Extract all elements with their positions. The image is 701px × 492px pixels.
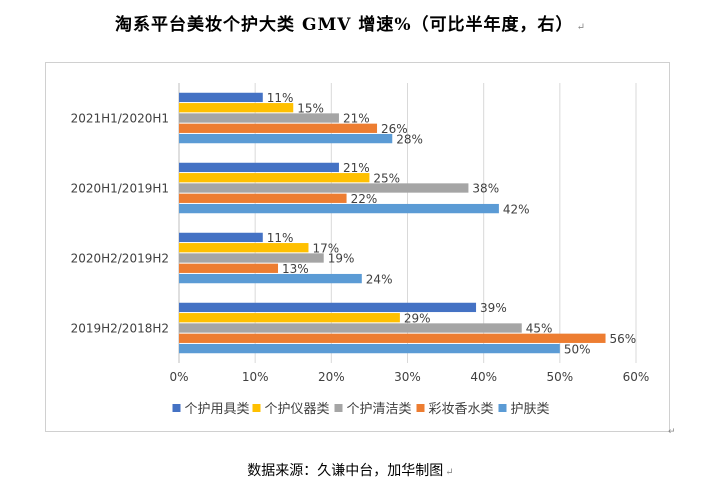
- data-label: 42%: [503, 202, 530, 216]
- data-label: 29%: [404, 311, 431, 325]
- legend-label: 护肤类: [511, 402, 550, 417]
- legend-label: 个护清洁类: [347, 402, 412, 417]
- return-mark-icon: ↵: [576, 22, 586, 33]
- chart-frame: 0% 10% 20% 30% 40% 50% 60% 2021H1/2020H1 11% 15% 2…: [45, 62, 670, 432]
- data-label: 15%: [297, 101, 324, 115]
- data-label: 11%: [267, 231, 294, 245]
- legend-swatch: [498, 404, 507, 412]
- bar: [179, 302, 477, 313]
- bar: [179, 323, 522, 333]
- bar: [179, 92, 263, 103]
- category-label: 2019H2/2018H2: [71, 322, 169, 336]
- legend-swatch: [172, 404, 181, 412]
- x-tick-label: 10%: [242, 370, 269, 384]
- data-label: 38%: [472, 182, 499, 196]
- data-label: 19%: [328, 252, 355, 266]
- legend-label: 个护用具类: [185, 402, 250, 417]
- data-label: 56%: [610, 332, 637, 346]
- bar: [179, 203, 499, 214]
- bar: [179, 133, 393, 144]
- chart-title-text: 淘系平台美妆个护大类 GMV 增速%（可比半年度，右）: [115, 15, 574, 35]
- data-label: 28%: [396, 132, 423, 146]
- data-label: 21%: [343, 161, 370, 175]
- bar-chart: 0% 10% 20% 30% 40% 50% 60%2021H1/2020H111%15%2…: [71, 83, 650, 417]
- x-tick-label: 60%: [623, 370, 650, 384]
- legend-label: 彩妆香水类: [429, 402, 494, 417]
- corner-mark-icon: ↵: [668, 427, 676, 437]
- data-label: 22%: [351, 192, 378, 206]
- bar: [179, 123, 378, 133]
- bar: [179, 162, 339, 173]
- bar: [179, 232, 263, 243]
- category-label: 2020H2/2019H2: [71, 252, 169, 266]
- data-label: 50%: [564, 342, 591, 356]
- data-label: 39%: [480, 301, 507, 315]
- data-label: 13%: [282, 262, 309, 276]
- bar: [179, 183, 469, 193]
- data-label: 26%: [381, 122, 408, 136]
- x-tick-label: 30%: [394, 370, 421, 384]
- bar: [179, 113, 339, 123]
- category-label: 2020H1/2019H1: [71, 182, 169, 196]
- x-tick-label: 20%: [318, 370, 345, 384]
- data-label: 45%: [526, 322, 553, 336]
- bar: [179, 173, 370, 183]
- x-tick-label: 0%: [169, 370, 188, 384]
- data-label: 25%: [373, 171, 400, 185]
- data-label: 21%: [343, 112, 370, 126]
- data-label: 17%: [312, 241, 339, 255]
- legend-swatch: [334, 404, 343, 412]
- legend-label: 个护仪器类: [265, 402, 330, 417]
- bar: [179, 103, 294, 113]
- bar: [179, 343, 560, 354]
- data-source: 数据来源：久谦中台，加华制图 ↵: [0, 460, 701, 480]
- data-label: 11%: [267, 91, 294, 105]
- category-label: 2021H1/2020H1: [71, 112, 169, 126]
- chart-title: 淘系平台美妆个护大类 GMV 增速%（可比半年度，右） ↵: [0, 10, 701, 35]
- bar: [179, 333, 606, 343]
- legend-swatch: [416, 404, 425, 412]
- bar: [179, 253, 324, 263]
- bar: [179, 313, 400, 323]
- data-source-text: 数据来源：久谦中台，加华制图: [247, 463, 444, 479]
- x-tick-label: 50%: [546, 370, 573, 384]
- bar: [179, 263, 279, 273]
- bar: [179, 193, 347, 203]
- legend-swatch: [252, 404, 261, 412]
- bar: [179, 243, 309, 253]
- return-mark-icon: ↵: [445, 467, 454, 478]
- x-tick-label: 40%: [470, 370, 497, 384]
- data-label: 24%: [366, 272, 393, 286]
- bar: [179, 273, 362, 284]
